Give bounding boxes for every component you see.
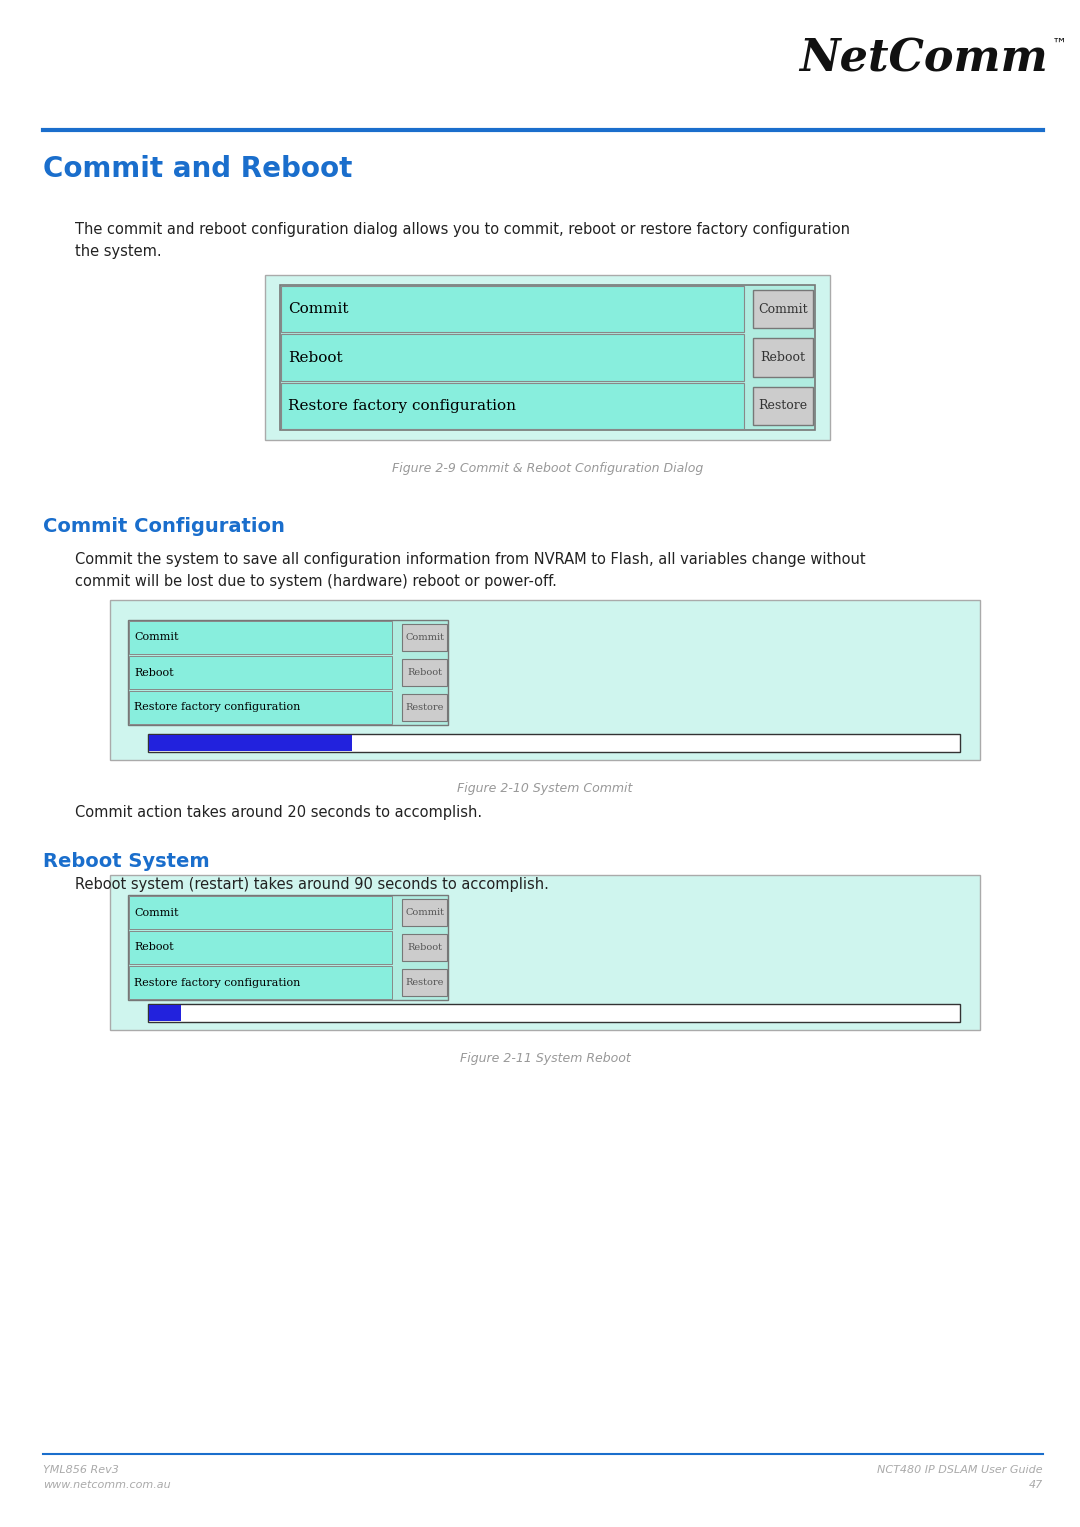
Bar xyxy=(402,935,447,960)
Text: NCT480 IP DSLAM User Guide: NCT480 IP DSLAM User Guide xyxy=(877,1464,1043,1475)
Bar xyxy=(129,692,392,724)
Text: Commit Configuration: Commit Configuration xyxy=(43,518,285,536)
Text: www.netcomm.com.au: www.netcomm.com.au xyxy=(43,1480,171,1490)
Text: 47: 47 xyxy=(1029,1480,1043,1490)
Text: Reboot: Reboot xyxy=(134,942,174,953)
Text: Reboot: Reboot xyxy=(134,667,174,678)
Bar xyxy=(129,931,392,964)
Bar xyxy=(149,1005,181,1022)
Bar xyxy=(265,275,831,440)
Bar xyxy=(129,621,392,654)
Bar xyxy=(110,600,980,760)
Bar xyxy=(281,383,744,429)
Text: Restore: Restore xyxy=(758,400,808,412)
Text: Restore factory configuration: Restore factory configuration xyxy=(134,702,300,713)
Bar xyxy=(149,734,352,751)
Text: Commit the system to save all configuration information from NVRAM to Flash, all: Commit the system to save all configurat… xyxy=(75,551,866,589)
Text: Reboot: Reboot xyxy=(407,944,442,951)
Text: Commit: Commit xyxy=(288,302,349,316)
Text: Figure 2-10 System Commit: Figure 2-10 System Commit xyxy=(457,782,633,796)
Bar xyxy=(280,286,815,431)
Text: Reboot: Reboot xyxy=(760,351,806,363)
Text: The commit and reboot configuration dialog allows you to commit, reboot or resto: The commit and reboot configuration dial… xyxy=(75,221,850,260)
Text: Restore factory configuration: Restore factory configuration xyxy=(134,977,300,988)
Text: Commit: Commit xyxy=(405,634,444,641)
Bar xyxy=(402,899,447,925)
Text: YML856 Rev3: YML856 Rev3 xyxy=(43,1464,119,1475)
Bar xyxy=(281,334,744,380)
Bar xyxy=(402,693,447,721)
Bar xyxy=(402,970,447,996)
Text: Reboot system (restart) takes around 90 seconds to accomplish.: Reboot system (restart) takes around 90 … xyxy=(75,876,549,892)
Bar xyxy=(281,286,744,333)
Text: Reboot: Reboot xyxy=(288,351,342,365)
Text: Reboot: Reboot xyxy=(407,667,442,676)
Text: Restore: Restore xyxy=(405,977,444,986)
Bar xyxy=(402,660,447,686)
Bar xyxy=(148,1003,960,1022)
Text: Commit: Commit xyxy=(758,302,808,316)
Text: Figure 2-9 Commit & Reboot Configuration Dialog: Figure 2-9 Commit & Reboot Configuration… xyxy=(392,463,703,475)
Text: Figure 2-11 System Reboot: Figure 2-11 System Reboot xyxy=(460,1052,631,1064)
Bar xyxy=(129,620,448,725)
Bar xyxy=(129,896,392,928)
Text: NetComm: NetComm xyxy=(799,37,1048,79)
Bar xyxy=(129,967,392,999)
Bar xyxy=(753,339,813,377)
Bar xyxy=(402,625,447,651)
Text: ™: ™ xyxy=(1052,37,1067,52)
Bar xyxy=(129,895,448,1000)
Bar xyxy=(129,657,392,689)
Text: Commit action takes around 20 seconds to accomplish.: Commit action takes around 20 seconds to… xyxy=(75,805,482,820)
Bar xyxy=(753,290,813,328)
Text: Commit: Commit xyxy=(134,632,178,643)
Text: Restore factory configuration: Restore factory configuration xyxy=(288,399,516,412)
Bar xyxy=(753,386,813,425)
Bar xyxy=(110,875,980,1031)
Text: Commit: Commit xyxy=(405,909,444,918)
Text: Reboot System: Reboot System xyxy=(43,852,210,870)
Text: Commit: Commit xyxy=(134,907,178,918)
Bar xyxy=(148,734,960,751)
Text: Commit and Reboot: Commit and Reboot xyxy=(43,156,352,183)
Text: Restore: Restore xyxy=(405,702,444,712)
